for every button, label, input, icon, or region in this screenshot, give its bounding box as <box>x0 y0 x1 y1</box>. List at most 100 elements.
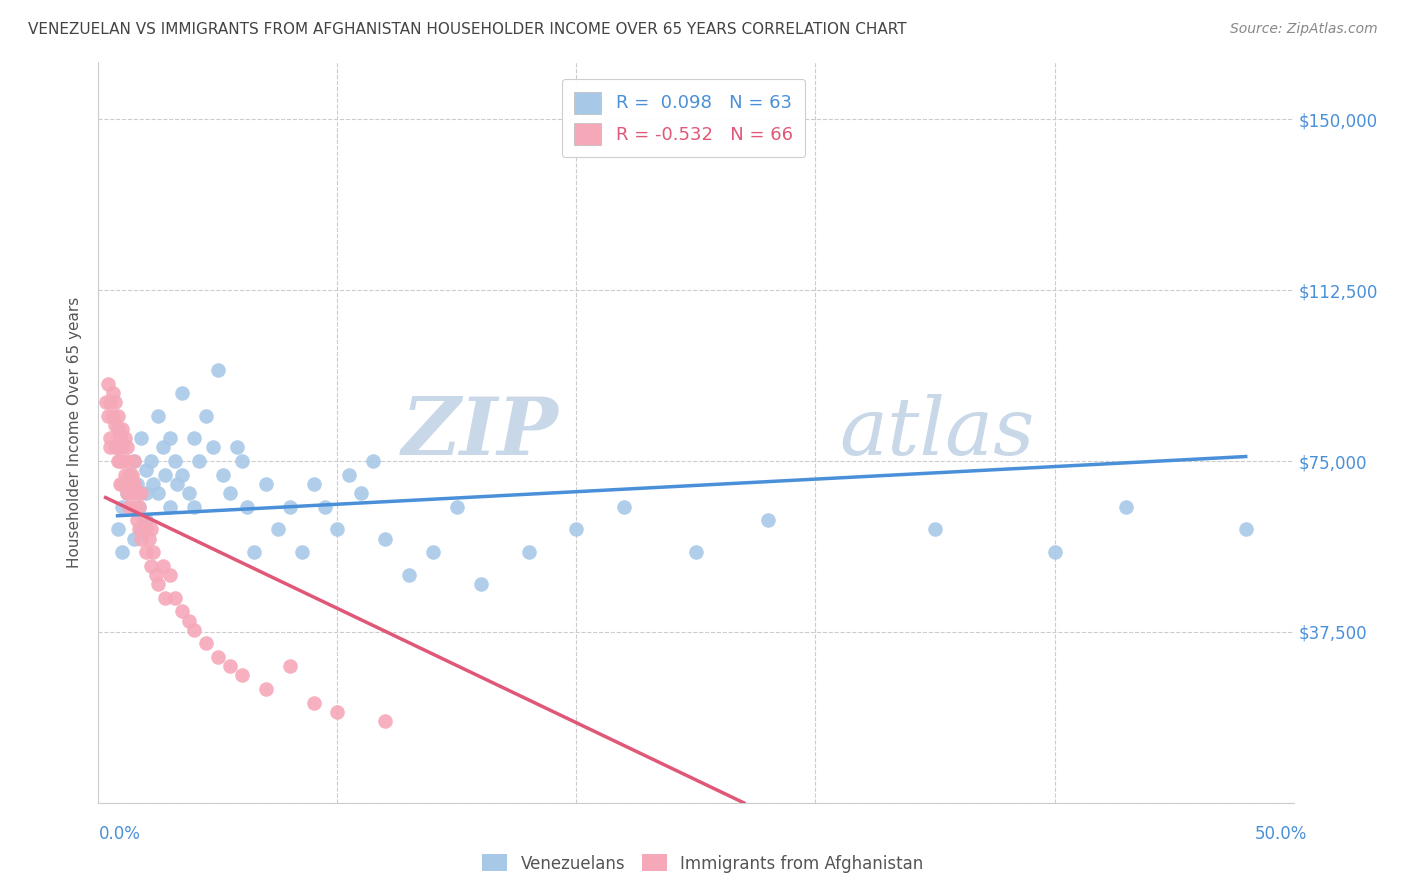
Point <box>118 467 141 482</box>
Y-axis label: Householder Income Over 65 years: Householder Income Over 65 years <box>67 297 83 568</box>
Point <box>128 500 150 514</box>
Point <box>135 513 157 527</box>
Point <box>231 454 253 468</box>
Point <box>756 513 779 527</box>
Point <box>219 486 242 500</box>
Point <box>202 441 225 455</box>
Point <box>131 523 153 537</box>
Point <box>115 486 138 500</box>
Point <box>108 431 131 445</box>
Point <box>446 500 468 514</box>
Point <box>235 500 257 514</box>
Point <box>148 486 170 500</box>
Point <box>374 532 396 546</box>
Point <box>131 532 153 546</box>
Point <box>159 500 181 514</box>
Point <box>107 409 129 423</box>
Point <box>211 467 233 482</box>
Point <box>226 441 249 455</box>
Point <box>135 463 157 477</box>
Point <box>124 532 146 546</box>
Point <box>195 409 218 423</box>
Point <box>124 454 146 468</box>
Point <box>118 476 141 491</box>
Point <box>231 668 253 682</box>
Point <box>97 376 120 391</box>
Point <box>124 500 146 514</box>
Point <box>98 395 122 409</box>
Point <box>124 476 146 491</box>
Point <box>155 591 177 605</box>
Point <box>139 558 162 573</box>
Point <box>111 545 134 559</box>
Point <box>179 486 201 500</box>
Point <box>135 523 157 537</box>
Point <box>517 545 540 559</box>
Point <box>207 363 229 377</box>
Point <box>152 441 174 455</box>
Point <box>243 545 266 559</box>
Point <box>138 532 160 546</box>
Point <box>254 681 277 696</box>
Point <box>148 409 170 423</box>
Point <box>114 431 136 445</box>
Point <box>278 500 301 514</box>
Point <box>111 441 134 455</box>
Point <box>115 486 138 500</box>
Point <box>1115 500 1137 514</box>
Point <box>179 614 201 628</box>
Point <box>183 500 205 514</box>
Point <box>121 486 143 500</box>
Point <box>172 467 194 482</box>
Point <box>374 714 396 728</box>
Point <box>159 431 181 445</box>
Point <box>111 500 134 514</box>
Point <box>131 431 153 445</box>
Point <box>339 467 361 482</box>
Point <box>291 545 314 559</box>
Point <box>155 467 177 482</box>
Point <box>350 486 373 500</box>
Point <box>142 545 165 559</box>
Legend: Venezuelans, Immigrants from Afghanistan: Venezuelans, Immigrants from Afghanistan <box>475 847 931 880</box>
Point <box>302 476 325 491</box>
Point <box>183 623 205 637</box>
Point <box>152 558 174 573</box>
Point <box>118 467 141 482</box>
Point <box>125 486 148 500</box>
Point <box>219 659 242 673</box>
Point <box>278 659 301 673</box>
Point <box>115 441 138 455</box>
Point <box>104 395 127 409</box>
Legend: R =  0.098   N = 63, R = -0.532   N = 66: R = 0.098 N = 63, R = -0.532 N = 66 <box>561 78 806 157</box>
Point <box>924 523 946 537</box>
Point <box>613 500 636 514</box>
Text: 0.0%: 0.0% <box>98 825 141 843</box>
Point <box>125 513 148 527</box>
Text: Source: ZipAtlas.com: Source: ZipAtlas.com <box>1230 22 1378 37</box>
Point <box>183 431 205 445</box>
Point <box>132 513 155 527</box>
Point <box>470 577 492 591</box>
Point <box>135 486 157 500</box>
Point <box>148 577 170 591</box>
Point <box>142 476 165 491</box>
Point <box>98 441 122 455</box>
Point <box>115 454 138 468</box>
Text: atlas: atlas <box>839 394 1035 471</box>
Point <box>685 545 707 559</box>
Point <box>254 476 277 491</box>
Point <box>101 385 124 400</box>
Point <box>315 500 337 514</box>
Point <box>139 523 162 537</box>
Point <box>94 395 117 409</box>
Text: 50.0%: 50.0% <box>1256 825 1308 843</box>
Point <box>97 409 120 423</box>
Text: VENEZUELAN VS IMMIGRANTS FROM AFGHANISTAN HOUSEHOLDER INCOME OVER 65 YEARS CORRE: VENEZUELAN VS IMMIGRANTS FROM AFGHANISTA… <box>28 22 907 37</box>
Point <box>128 523 150 537</box>
Point <box>139 454 162 468</box>
Point <box>267 523 290 537</box>
Point <box>111 476 134 491</box>
Point <box>326 705 349 719</box>
Point <box>125 476 148 491</box>
